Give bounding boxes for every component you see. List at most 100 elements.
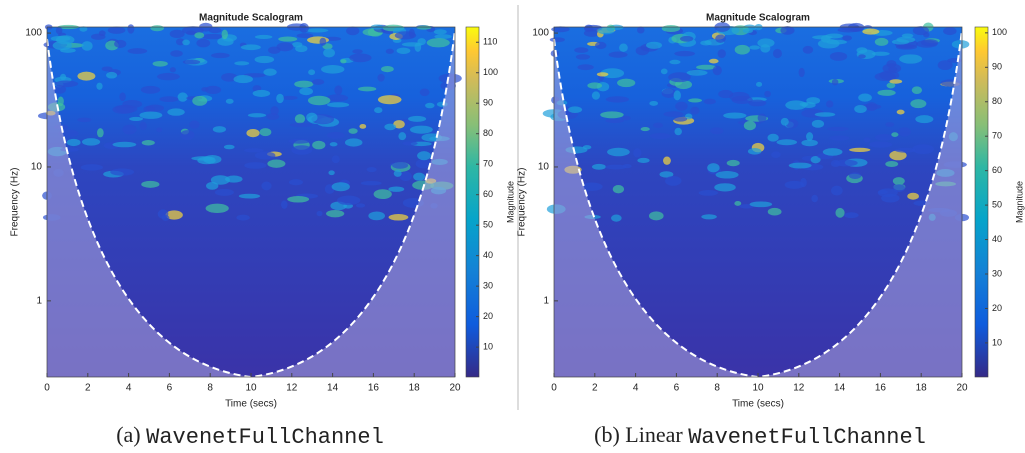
texture-blob: [621, 115, 631, 121]
texture-blob: [767, 133, 779, 142]
colorbar-label: Magnitude: [1014, 181, 1024, 223]
texture-blob: [921, 39, 939, 47]
texture-blob: [757, 113, 767, 123]
texture-blob: [291, 145, 313, 155]
texture-blob: [141, 180, 160, 188]
colorbar-tick-label: 70: [483, 159, 493, 169]
texture-blob: [182, 59, 201, 65]
texture-blob: [800, 177, 807, 188]
texture-blob: [580, 182, 603, 191]
texture-blob: [288, 138, 311, 144]
texture-blob: [233, 75, 253, 84]
texture-blob: [822, 148, 843, 156]
texture-blob: [612, 185, 625, 194]
caption-name: WavenetFullChannel: [146, 425, 384, 450]
texture-blob: [712, 65, 722, 76]
texture-blob: [392, 161, 409, 169]
texture-blob: [874, 72, 896, 82]
texture-blob: [112, 141, 137, 148]
texture-blob: [374, 107, 383, 114]
texture-blob: [663, 111, 684, 118]
texture-blob: [708, 58, 719, 64]
texture-blob: [688, 98, 702, 103]
texture-blob: [889, 150, 907, 161]
texture-blob: [326, 131, 345, 139]
caption: (b) Linear WavenetFullChannel: [594, 422, 926, 450]
texture-blob: [748, 99, 767, 107]
texture-blob: [385, 48, 394, 54]
texture-blob: [294, 114, 306, 124]
texture-blob: [129, 116, 144, 121]
texture-blob: [551, 26, 570, 33]
texture-blob: [331, 182, 350, 192]
texture-blob: [180, 130, 195, 140]
texture-blob: [776, 139, 798, 146]
texture-blob: [663, 156, 671, 165]
texture-blob: [684, 113, 693, 120]
cone-shade: [47, 39, 251, 377]
texture-blob: [680, 35, 694, 42]
texture-blob: [723, 112, 747, 119]
texture-blob: [600, 111, 624, 119]
texture-blob: [674, 127, 682, 136]
texture-blob: [182, 39, 190, 46]
texture-blob: [549, 37, 565, 43]
x-tick-label: 18: [916, 383, 928, 394]
texture-blob: [607, 147, 630, 157]
texture-blob: [307, 95, 331, 106]
colorbar-label: Magnitude: [505, 181, 515, 223]
texture-blob: [80, 164, 103, 171]
texture-blob: [334, 85, 343, 95]
texture-blob: [605, 96, 630, 103]
texture-blob: [871, 51, 890, 56]
x-tick-label: 12: [793, 383, 805, 394]
texture-blob: [696, 64, 717, 70]
texture-blob: [907, 192, 919, 200]
texture-blob: [97, 128, 104, 138]
texture-blob: [892, 177, 905, 185]
texture-blob: [399, 171, 412, 182]
texture-blob: [717, 49, 726, 59]
texture-blob: [885, 160, 899, 167]
colorbar-tick-label: 90: [992, 62, 1002, 72]
texture-blob: [348, 128, 358, 134]
texture-blob: [912, 144, 935, 155]
texture-blob: [703, 98, 716, 105]
texture-blob: [254, 34, 273, 40]
texture-blob: [413, 172, 426, 181]
colorbar-tick-label: 40: [483, 250, 493, 260]
texture-blob: [127, 48, 148, 54]
texture-blob: [98, 30, 106, 37]
texture-blob: [346, 26, 360, 36]
texture-blob: [433, 29, 447, 35]
texture-blob: [675, 101, 688, 111]
texture-blob: [328, 170, 335, 176]
texture-blob: [329, 142, 338, 147]
texture-blob: [261, 181, 272, 191]
texture-blob: [289, 122, 313, 128]
texture-blob: [234, 61, 250, 66]
x-tick-label: 4: [633, 383, 639, 394]
texture-blob: [574, 47, 589, 53]
texture-blob: [254, 55, 275, 64]
texture-blob: [221, 29, 228, 40]
texture-blob: [355, 203, 366, 208]
texture-blob: [349, 53, 372, 63]
texture-blob: [381, 65, 394, 73]
texture-blob: [710, 127, 724, 135]
texture-blob: [299, 87, 314, 96]
texture-blob: [893, 184, 906, 192]
scalogram-texture: [542, 22, 970, 222]
texture-blob: [53, 84, 67, 94]
texture-blob: [259, 128, 272, 137]
texture-blob: [668, 72, 691, 83]
colorbar-tick-label: 30: [483, 281, 493, 291]
texture-blob: [665, 175, 682, 186]
texture-blob: [734, 44, 750, 55]
texture-blob: [377, 73, 385, 82]
texture-blob: [393, 120, 405, 129]
texture-blob: [295, 45, 308, 53]
texture-blob: [326, 209, 345, 218]
texture-blob: [814, 112, 836, 117]
x-tick-label: 20: [449, 383, 461, 394]
